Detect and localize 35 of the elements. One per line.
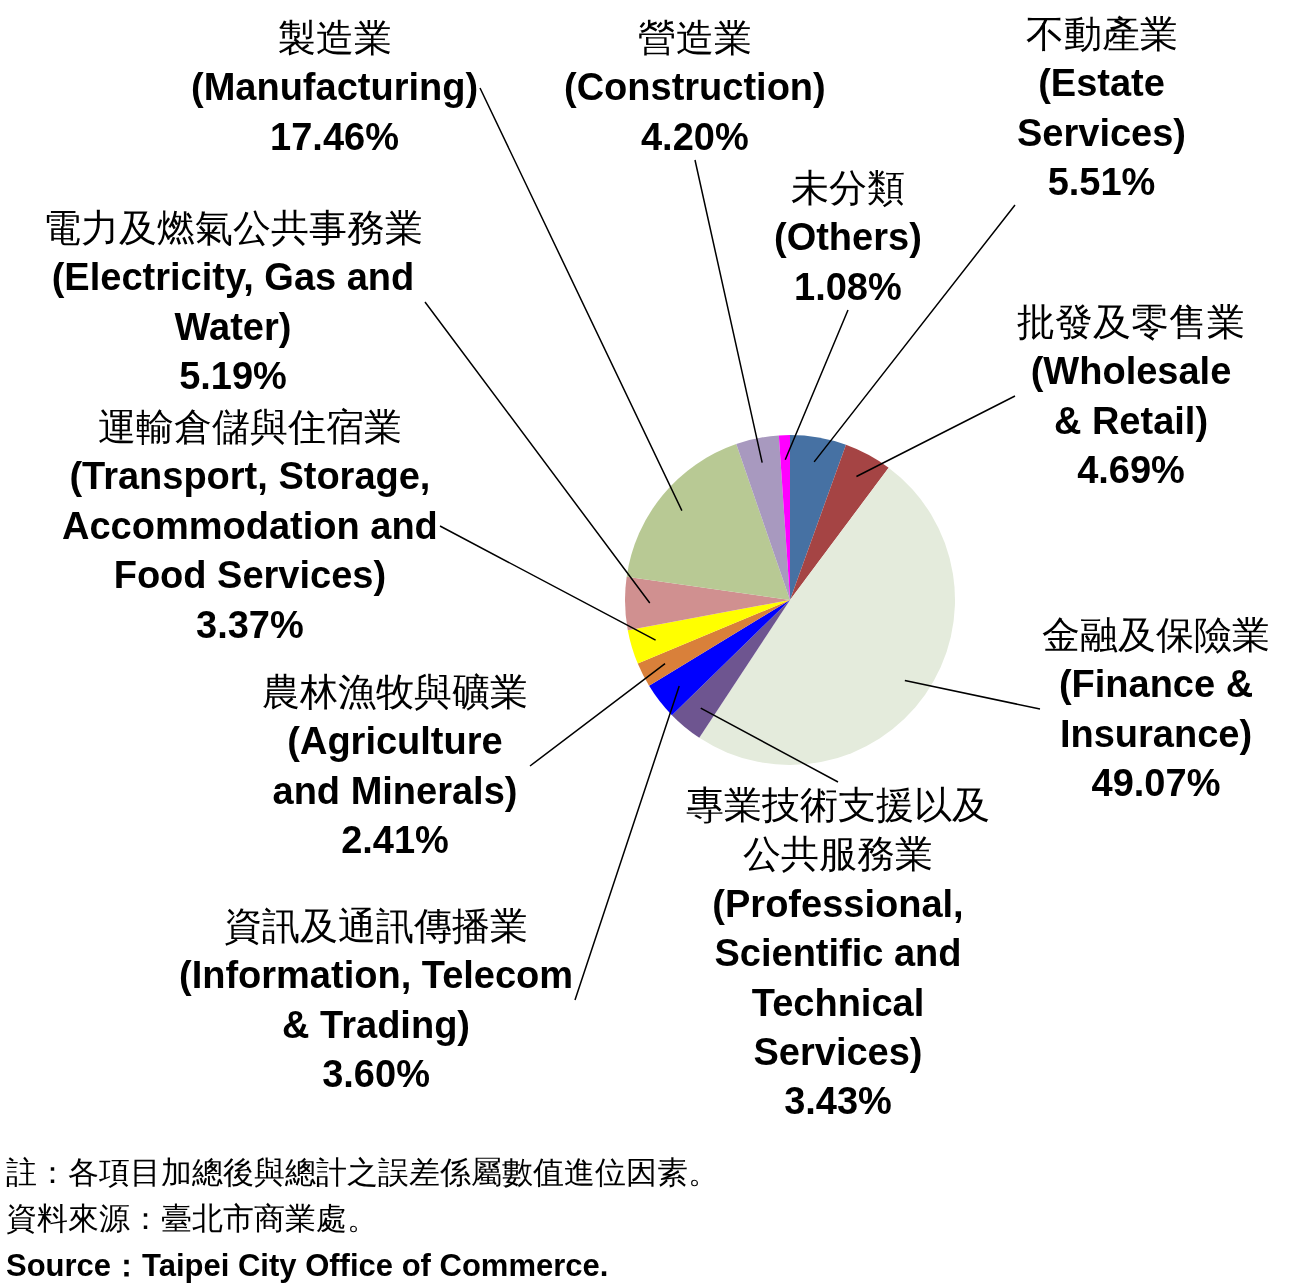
slice-label: 營造業 (Construction) [564, 17, 826, 109]
slice-label: 金融及保險業 (Finance & Insurance) [1042, 614, 1270, 755]
data-label: 5.19% [179, 355, 287, 398]
data-label: 4.20% [640, 115, 749, 158]
data-label: 1.08% [794, 265, 902, 308]
slice-label: 專業技術支援以及公共服務業 (Professional, Scientific and Technical Services) [686, 784, 990, 1073]
slice-label: 電力及燃氣公共事務業 (Electricity, Gas and Water) [43, 207, 423, 348]
slice-label: 批發及零售業 (Wholesale & Retail) [1017, 301, 1245, 442]
slice-label: 不動產業 (Estate Services) [1017, 13, 1187, 154]
pie-slice [637, 600, 790, 686]
pie-slice [699, 467, 955, 765]
data-label: 3.43% [784, 1080, 892, 1123]
slice-label: 資訊及通訊傳播業 (Information, Telecom & Trading) [179, 905, 574, 1046]
slice-label: 未分類 (Others) [774, 167, 922, 259]
data-label: 17.46% [270, 115, 399, 158]
slice-label: 製造業 (Manufacturing) [191, 17, 479, 109]
slice-label: 農林漁牧與礦業 (Agriculture and Minerals) [262, 671, 528, 812]
source-note: Source：Taipei City Office of Commerce. [6, 1248, 609, 1283]
pie-slice [649, 600, 790, 716]
data-label: 3.37% [196, 603, 304, 646]
pie-slice [790, 435, 846, 600]
text: 註：各項目加總後與總計之誤差係屬數值進位因素。 [6, 1155, 719, 1190]
pie-slice [736, 435, 790, 600]
pie-slice [790, 444, 889, 600]
pie-slice [671, 600, 790, 738]
data-label: 4.69% [1077, 449, 1185, 492]
pie-slice [627, 600, 790, 664]
pie-slice [625, 576, 790, 631]
data-label: 49.07% [1091, 762, 1221, 805]
pie-slice [626, 444, 790, 600]
data-label: 3.60% [322, 1053, 430, 1096]
data-label: 5.51% [1047, 161, 1156, 204]
data-label: 2.41% [341, 819, 449, 862]
slice-label: 運輸倉儲與住宿業 (Transport, Storage, Accommodation and Food Services) [62, 406, 438, 597]
source-note: 資料來源：臺北市商業處。 [6, 1201, 378, 1236]
